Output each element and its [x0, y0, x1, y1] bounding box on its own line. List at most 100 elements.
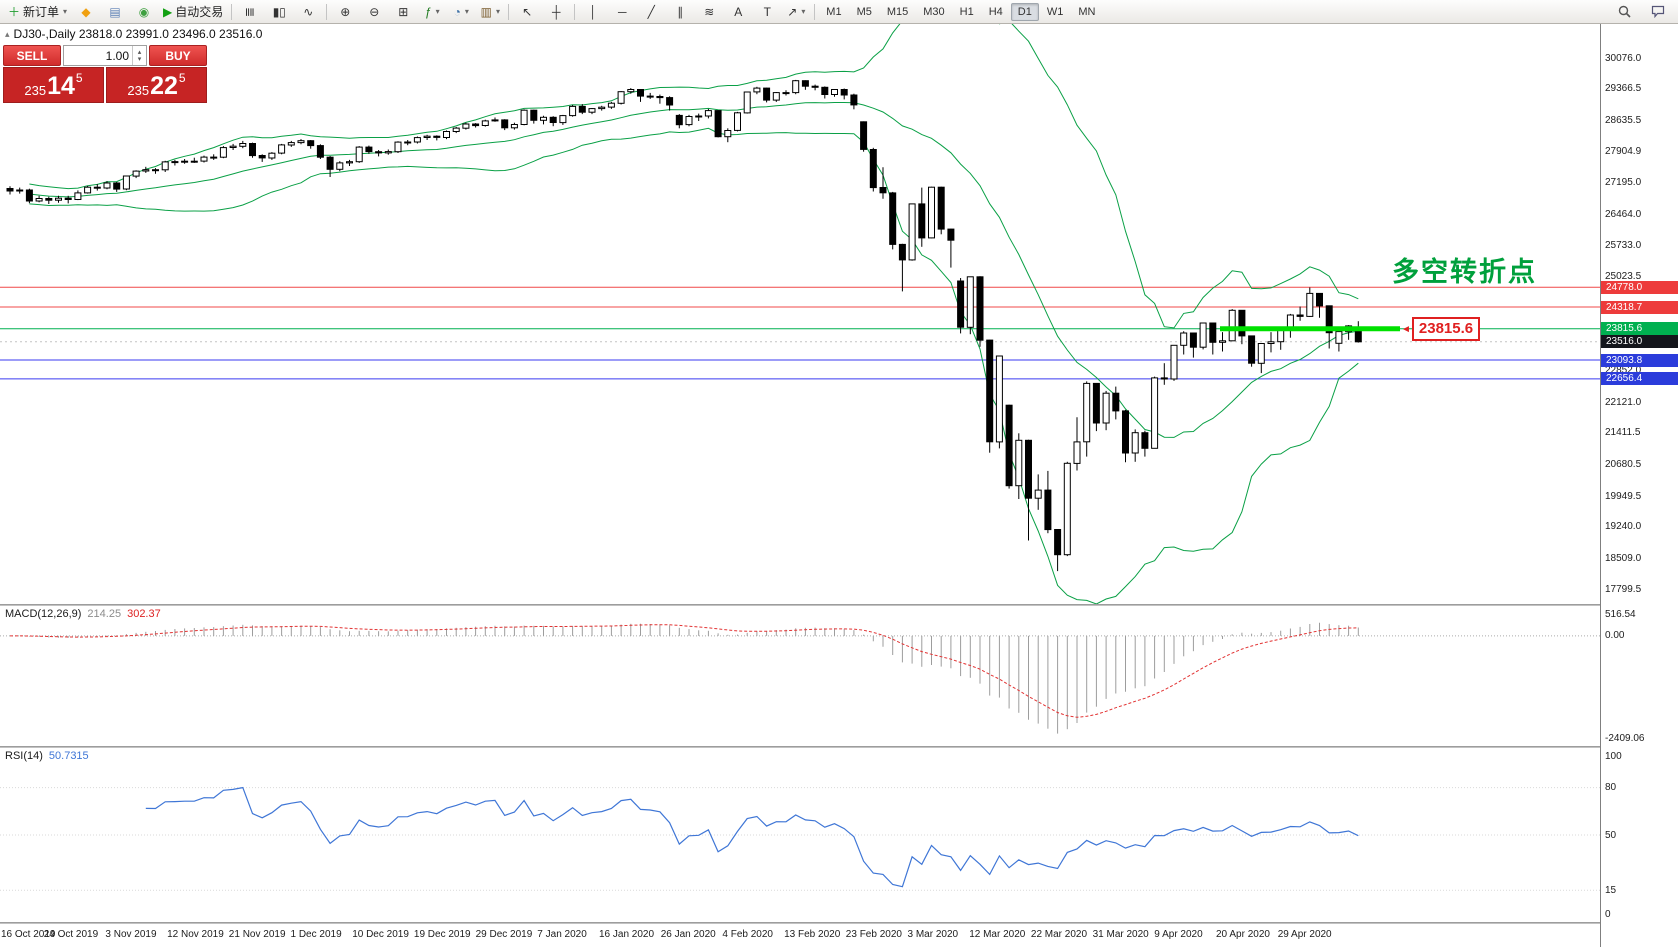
vertical-line-icon: │	[589, 4, 598, 19]
date-label: 12 Mar 2020	[969, 929, 1026, 940]
buy-price[interactable]: 235 22 5	[106, 67, 207, 103]
text-button[interactable]: A	[724, 1, 752, 23]
macd-panel[interactable]: MACD(12,26,9) 214.25 302.37	[0, 606, 1600, 746]
label-button[interactable]: T	[753, 1, 781, 23]
fibonacci-icon: ≋	[704, 4, 715, 19]
crosshair-button[interactable]: ┼	[542, 1, 570, 23]
price-axis[interactable]: 30076.0 29366.5 28635.5 27904.9 27195.0 26464…	[1600, 24, 1678, 947]
templates-button[interactable]: ▥ ▾	[476, 1, 504, 23]
spin-down-icon[interactable]: ▾	[137, 55, 142, 63]
timeframe-m1-button[interactable]: M1	[826, 5, 842, 18]
toolbar: ＋新订单 ▾ ◆ ▤ ◉ ▶ 自动交易 ≣ ▮▯ ∿ ⊕ ⊖ ⊞ ƒ ▾ ◔ ▾ ▥ ▾ ↖ ┼ │ ─ ╱ ∥ ≋ A T ↗ ▾ M1 M…	[0, 0, 1678, 24]
time-axis[interactable]: 16 Oct 2019 24 Oct 2019 3 Nov 2019 12 Nov 2…	[0, 924, 1600, 947]
axis-label: 25733.0	[1605, 240, 1642, 252]
axis-label: 50	[1605, 829, 1617, 841]
price-level-label: 22656.4	[1601, 372, 1678, 386]
timeframe-w1-button[interactable]: W1	[1046, 5, 1064, 18]
timeframe-m5-button[interactable]: M5	[856, 5, 872, 18]
dropdown-arrow-icon[interactable]: ▾	[464, 7, 469, 16]
dropdown-arrow-icon[interactable]: ▾	[801, 7, 806, 16]
horizontal-line-button[interactable]: ─	[608, 1, 636, 23]
price-level-label: 23516.0	[1601, 335, 1678, 349]
dropdown-arrow-icon[interactable]: ▾	[495, 7, 500, 16]
line-chart-button[interactable]: ∿	[294, 1, 322, 23]
periods-icon: ◔	[453, 4, 461, 19]
candles-chart-icon: ▮▯	[272, 4, 286, 19]
rsi-panel[interactable]: RSI(14) 50.7315	[0, 748, 1600, 922]
price-callout: ◄ 23815.6	[1401, 317, 1481, 341]
vertical-line-button[interactable]: │	[579, 1, 607, 23]
rsi-canvas[interactable]	[0, 748, 1600, 922]
axis-label: 100	[1605, 750, 1622, 762]
timeframe-m30-button[interactable]: M30	[923, 5, 945, 18]
profiles-icon: ▤	[109, 4, 121, 19]
axis-label: 21411.5	[1605, 427, 1641, 439]
new-order-button-label: 新订单	[23, 5, 60, 19]
tile-windows-button[interactable]: ⊞	[389, 1, 417, 23]
axis-label: 20680.5	[1605, 458, 1642, 470]
periods-button[interactable]: ◔ ▾	[447, 1, 475, 23]
zoom-in-button[interactable]: ⊕	[331, 1, 359, 23]
date-label: 10 Dec 2019	[352, 929, 409, 940]
community-button[interactable]: ◉	[130, 1, 158, 23]
buy-button[interactable]: BUY	[149, 45, 207, 66]
macd-canvas[interactable]	[0, 606, 1600, 746]
date-label: 13 Feb 2020	[784, 929, 841, 940]
price-level-label: 23093.8	[1601, 353, 1678, 367]
toolbar-separator	[814, 3, 816, 20]
sell-button[interactable]: SELL	[3, 45, 61, 66]
dropdown-arrow-icon[interactable]: ▾	[435, 7, 440, 16]
dropdown-arrow-icon[interactable]: ▾	[63, 7, 68, 16]
date-label: 24 Oct 2019	[43, 929, 99, 940]
axis-label: 27195.0	[1605, 177, 1642, 189]
date-label: 9 Apr 2020	[1154, 929, 1203, 940]
panel-separator[interactable]	[0, 746, 1678, 748]
search-button[interactable]	[1610, 1, 1638, 23]
date-label: 1 Dec 2019	[290, 929, 342, 940]
main-chart-canvas[interactable]	[0, 24, 1600, 604]
profiles-button[interactable]: ▤	[101, 1, 129, 23]
toolbar-right-group	[1610, 1, 1674, 23]
timeframe-m15-button[interactable]: M15	[886, 5, 909, 18]
timeframe-d1-button[interactable]: D1	[1010, 2, 1039, 21]
axis-label: 80	[1605, 782, 1617, 794]
bars-chart-icon: ≣	[243, 6, 258, 17]
autotrading-button[interactable]: ▶ 自动交易	[159, 1, 227, 23]
price-level-label: 23815.6	[1601, 322, 1678, 336]
new-order-button[interactable]: ＋新订单 ▾	[4, 1, 71, 23]
market-button[interactable]: ◆	[72, 1, 100, 23]
chart-region: ▴ DJ30-,Daily 23818.0 23991.0 23496.0 23…	[0, 24, 1678, 947]
indicators-button[interactable]: ƒ ▾	[418, 1, 446, 23]
autotrading-icon: ▶	[163, 4, 173, 19]
panel-separator[interactable]	[0, 604, 1678, 606]
timeframe-h4-button[interactable]: H4	[988, 5, 1003, 18]
main-chart-panel[interactable]: ▴ DJ30-,Daily 23818.0 23991.0 23496.0 23…	[0, 24, 1600, 604]
channel-button[interactable]: ∥	[666, 1, 694, 23]
axis-label: 0.00	[1605, 630, 1625, 642]
cursor-button[interactable]: ↖	[513, 1, 541, 23]
bars-chart-button[interactable]: ≣	[236, 1, 264, 23]
templates-icon: ▥	[480, 4, 492, 19]
axis-label: 19949.5	[1605, 490, 1642, 502]
chat-button[interactable]	[1644, 1, 1672, 23]
volume-input[interactable]: 1.00 ▴ ▾	[63, 45, 147, 66]
annotation-text: 多空转折点	[1392, 257, 1537, 287]
candles-chart-button[interactable]: ▮▯	[265, 1, 293, 23]
spin-up-icon[interactable]: ▴	[137, 48, 142, 56]
channel-icon: ∥	[677, 4, 684, 19]
indicators-icon: ƒ	[424, 4, 432, 19]
trendline-button[interactable]: ╱	[637, 1, 665, 23]
volume-value[interactable]: 1.00	[105, 49, 129, 63]
callout-arrow-icon: ◄	[1401, 323, 1411, 335]
timeframe-h1-button[interactable]: H1	[959, 5, 974, 18]
fibonacci-button[interactable]: ≋	[695, 1, 723, 23]
sell-price[interactable]: 235 14 5	[3, 67, 104, 103]
zoom-out-button[interactable]: ⊖	[360, 1, 388, 23]
timeframe-mn-button[interactable]: MN	[1078, 5, 1096, 18]
arrows-button[interactable]: ↗ ▾	[782, 1, 810, 23]
date-label: 29 Dec 2019	[475, 929, 533, 940]
volume-spinner[interactable]: ▴ ▾	[132, 46, 146, 65]
one-click-trading: SELL 1.00 ▴ ▾ BUY 235 14 5 235 22 5	[3, 45, 207, 103]
date-label: 23 Feb 2020	[845, 929, 902, 940]
date-label: 3 Mar 2020	[907, 929, 959, 940]
